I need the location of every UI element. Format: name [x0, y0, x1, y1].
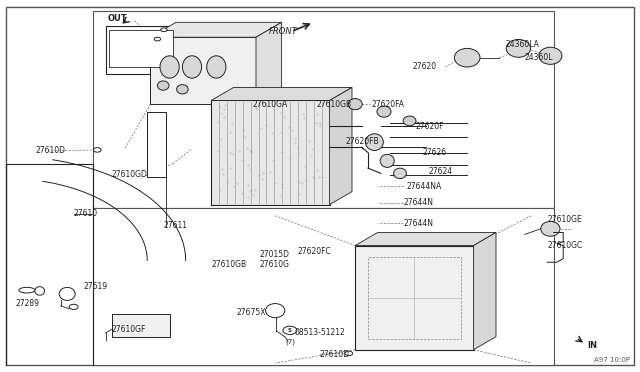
Text: 27610D: 27610D [320, 350, 350, 359]
Ellipse shape [345, 351, 353, 356]
Ellipse shape [207, 56, 226, 78]
Ellipse shape [157, 81, 169, 90]
Ellipse shape [403, 116, 416, 126]
Text: 27610GB: 27610GB [317, 100, 352, 109]
Text: 27624: 27624 [429, 167, 453, 176]
Ellipse shape [365, 134, 383, 151]
Bar [109, 30, 173, 67]
Text: 27015D: 27015D [259, 250, 289, 259]
Text: 27644NA: 27644NA [406, 182, 442, 190]
Polygon shape [211, 87, 352, 100]
Text: FRONT: FRONT [269, 27, 298, 36]
Text: 27610GE: 27610GE [547, 215, 582, 224]
Bar [368, 257, 461, 339]
Bar [112, 314, 170, 337]
Bar [150, 37, 256, 104]
Text: 27626: 27626 [422, 148, 447, 157]
Ellipse shape [60, 287, 76, 301]
Ellipse shape [506, 39, 531, 57]
Polygon shape [150, 22, 282, 37]
Text: 27289: 27289 [16, 299, 40, 308]
Polygon shape [256, 22, 282, 104]
Text: 27610GA: 27610GA [253, 100, 288, 109]
Text: 24360L: 24360L [525, 53, 554, 62]
Bar [355, 246, 474, 350]
Text: 27610GB: 27610GB [211, 260, 246, 269]
Ellipse shape [541, 221, 560, 236]
Ellipse shape [182, 56, 202, 78]
Polygon shape [355, 232, 496, 246]
Text: 08513-51212: 08513-51212 [294, 328, 345, 337]
Text: 27620F: 27620F [416, 122, 445, 131]
Text: 27620FB: 27620FB [346, 137, 380, 146]
Text: 27644N: 27644N [403, 219, 433, 228]
Text: 27610G: 27610G [259, 260, 289, 269]
Text: 27610: 27610 [74, 209, 98, 218]
Bar [93, 208, 554, 365]
Polygon shape [330, 87, 352, 205]
Ellipse shape [161, 28, 167, 32]
Text: 27620: 27620 [413, 62, 437, 71]
Ellipse shape [266, 304, 285, 318]
Text: 27644N: 27644N [403, 198, 433, 207]
Text: 27610GF: 27610GF [112, 325, 147, 334]
Polygon shape [474, 232, 496, 350]
Ellipse shape [160, 56, 179, 78]
Ellipse shape [154, 37, 161, 41]
Ellipse shape [283, 326, 297, 334]
Text: 27619: 27619 [83, 282, 108, 291]
Text: 27675X: 27675X [237, 308, 266, 317]
Ellipse shape [454, 48, 480, 67]
Bar [106, 26, 179, 74]
Text: 27610GC: 27610GC [547, 241, 582, 250]
Text: 27620FA: 27620FA [371, 100, 404, 109]
Bar [211, 100, 330, 205]
Ellipse shape [377, 106, 391, 117]
Ellipse shape [380, 154, 394, 167]
Ellipse shape [69, 304, 78, 310]
Text: OUT: OUT [108, 14, 127, 23]
Text: A97 10:0P: A97 10:0P [595, 357, 630, 363]
Bar [147, 112, 166, 177]
Text: 27610D: 27610D [35, 146, 65, 155]
Text: IN: IN [588, 341, 598, 350]
Text: (7): (7) [285, 338, 295, 345]
Bar [93, 11, 554, 208]
Text: 27610GD: 27610GD [112, 170, 148, 179]
Text: 27620FC: 27620FC [298, 247, 332, 256]
Ellipse shape [348, 99, 362, 110]
Ellipse shape [35, 286, 44, 295]
Text: 27611: 27611 [163, 221, 187, 230]
Ellipse shape [177, 85, 188, 94]
Ellipse shape [539, 47, 562, 64]
Text: 24360LA: 24360LA [506, 40, 540, 49]
Ellipse shape [394, 168, 406, 179]
Ellipse shape [19, 287, 35, 293]
Ellipse shape [93, 148, 101, 152]
Text: S: S [288, 328, 292, 333]
